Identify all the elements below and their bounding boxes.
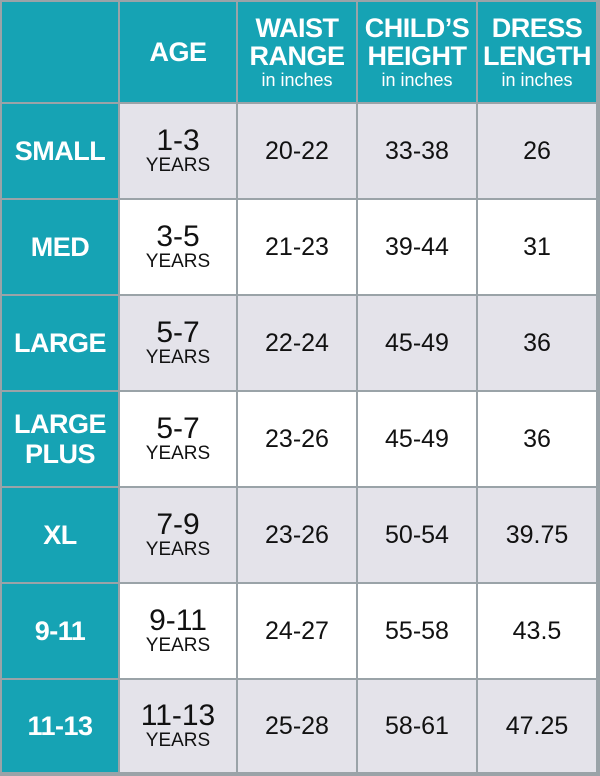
length-value: 36 xyxy=(523,424,551,453)
height-cell: 45-49 xyxy=(358,392,476,486)
age-unit: YEARS xyxy=(145,251,211,272)
size-cell: LARGE xyxy=(2,296,118,390)
age-cell: 5-7 YEARS xyxy=(120,296,236,390)
header-title: WAIST xyxy=(255,13,340,43)
header-cell: CHILD’S HEIGHT in inches xyxy=(358,2,476,102)
age-cell: 3-5 YEARS xyxy=(120,200,236,294)
height-cell: 58-61 xyxy=(358,680,476,772)
age-cell: 7-9 YEARS xyxy=(120,488,236,582)
waist-cell: 22-24 xyxy=(238,296,356,390)
height-cell: 55-58 xyxy=(358,584,476,678)
age-cell: 9-11 YEARS xyxy=(120,584,236,678)
size-label: MED xyxy=(30,232,90,262)
length-value: 31 xyxy=(523,232,551,261)
length-cell: 47.25 xyxy=(478,680,596,772)
waist-cell: 25-28 xyxy=(238,680,356,772)
header-title: DRESS xyxy=(491,13,583,43)
length-value: 26 xyxy=(523,136,551,165)
waist-value: 23-26 xyxy=(265,424,329,453)
header-cell: AGE xyxy=(120,2,236,102)
height-value: 45-49 xyxy=(385,328,449,357)
header-title: RANGE xyxy=(249,41,345,71)
size-cell: MED xyxy=(2,200,118,294)
waist-value: 22-24 xyxy=(265,328,329,357)
waist-cell: 20-22 xyxy=(238,104,356,198)
age-unit: YEARS xyxy=(145,155,211,176)
length-cell: 36 xyxy=(478,392,596,486)
waist-value: 25-28 xyxy=(265,711,329,740)
size-cell: 9-11 xyxy=(2,584,118,678)
age-unit: YEARS xyxy=(145,730,211,751)
age-cell: 5-7 YEARS xyxy=(120,392,236,486)
height-cell: 33-38 xyxy=(358,104,476,198)
age-range: 9-11 xyxy=(149,604,207,637)
height-value: 55-58 xyxy=(385,616,449,645)
waist-cell: 24-27 xyxy=(238,584,356,678)
age-range: 3-5 xyxy=(156,220,200,253)
header-title: AGE xyxy=(149,37,207,67)
length-value: 43.5 xyxy=(512,616,562,645)
waist-value: 24-27 xyxy=(265,616,329,645)
height-cell: 50-54 xyxy=(358,488,476,582)
age-unit: YEARS xyxy=(145,443,211,464)
size-cell: XL xyxy=(2,488,118,582)
height-cell: 39-44 xyxy=(358,200,476,294)
height-value: 45-49 xyxy=(385,424,449,453)
age-range: 11-13 xyxy=(140,699,216,732)
length-cell: 39.75 xyxy=(478,488,596,582)
header-title: LENGTH xyxy=(483,41,592,71)
height-value: 58-61 xyxy=(385,711,449,740)
size-label: LARGE xyxy=(14,409,107,439)
waist-value: 21-23 xyxy=(265,232,329,261)
age-range: 1-3 xyxy=(156,124,200,157)
age-unit: YEARS xyxy=(145,539,211,560)
header-subtitle: in inches xyxy=(261,70,333,90)
length-value: 36 xyxy=(523,328,551,357)
age-cell: 1-3 YEARS xyxy=(120,104,236,198)
waist-cell: 23-26 xyxy=(238,392,356,486)
length-cell: 43.5 xyxy=(478,584,596,678)
height-value: 50-54 xyxy=(385,520,449,549)
size-label: LARGE xyxy=(14,328,107,358)
size-cell: 11-13 xyxy=(2,680,118,772)
header-title: CHILD’S xyxy=(364,13,470,43)
size-label: XL xyxy=(43,520,77,550)
header-subtitle: in inches xyxy=(381,70,453,90)
age-range: 5-7 xyxy=(156,316,200,349)
waist-cell: 21-23 xyxy=(238,200,356,294)
length-cell: 31 xyxy=(478,200,596,294)
size-label: 11-13 xyxy=(27,711,93,741)
height-value: 39-44 xyxy=(385,232,449,261)
header-cell: WAIST RANGE in inches xyxy=(238,2,356,102)
header-cell: DRESS LENGTH in inches xyxy=(478,2,596,102)
length-value: 39.75 xyxy=(505,520,569,549)
waist-value: 23-26 xyxy=(265,520,329,549)
size-label: PLUS xyxy=(24,439,96,469)
age-unit: YEARS xyxy=(145,347,211,368)
age-unit: YEARS xyxy=(145,635,211,656)
waist-value: 20-22 xyxy=(265,136,329,165)
header-title: HEIGHT xyxy=(367,41,467,71)
age-cell: 11-13 YEARS xyxy=(120,680,236,772)
age-range: 7-9 xyxy=(156,508,200,541)
header-subtitle: in inches xyxy=(501,70,573,90)
corner-cell xyxy=(2,2,118,102)
size-label: SMALL xyxy=(14,136,106,166)
length-cell: 26 xyxy=(478,104,596,198)
length-cell: 36 xyxy=(478,296,596,390)
waist-cell: 23-26 xyxy=(238,488,356,582)
height-cell: 45-49 xyxy=(358,296,476,390)
size-label: 9-11 xyxy=(34,616,86,646)
age-range: 5-7 xyxy=(156,412,200,445)
size-cell: LARGE PLUS xyxy=(2,392,118,486)
height-value: 33-38 xyxy=(385,136,449,165)
length-value: 47.25 xyxy=(505,711,569,740)
size-cell: SMALL xyxy=(2,104,118,198)
